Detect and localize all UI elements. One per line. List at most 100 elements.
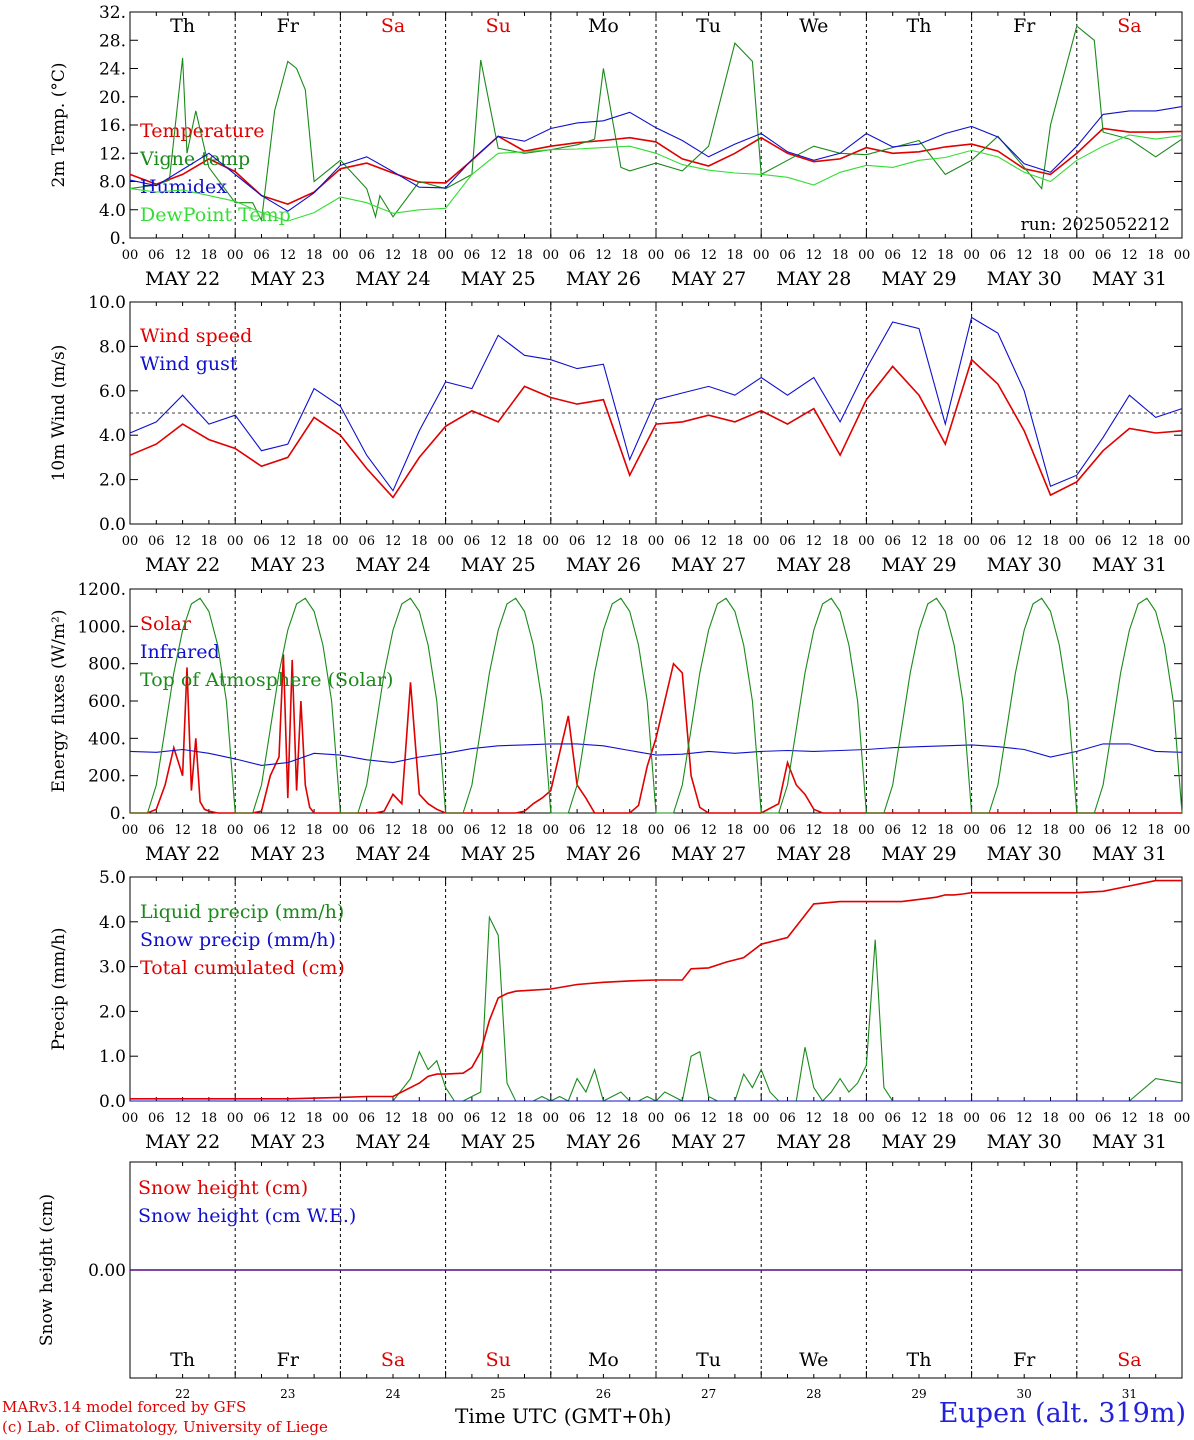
hour-label: 06 (148, 823, 165, 838)
short-date-label: 28 (806, 1387, 821, 1401)
hour-label: 18 (937, 248, 954, 263)
hour-label: 18 (411, 823, 428, 838)
y-tick-label: 1.0 (99, 1047, 126, 1067)
hour-label: 00 (858, 534, 875, 549)
weekday-label: Th (170, 1349, 195, 1371)
date-label: MAY 26 (566, 843, 641, 865)
legend-entry: Infrared (140, 641, 220, 663)
hour-label: 18 (306, 534, 323, 549)
short-date-label: 25 (491, 1387, 506, 1401)
run-annotation: run: 2025052212 (1021, 215, 1170, 235)
hour-label: 06 (358, 534, 375, 549)
hour-label: 00 (437, 823, 454, 838)
hour-label: 18 (832, 823, 849, 838)
date-label: MAY 22 (145, 1131, 220, 1153)
hour-label: 12 (1016, 1111, 1033, 1126)
hour-label: 12 (911, 1111, 928, 1126)
date-label: MAY 24 (355, 268, 430, 290)
hour-label: 06 (674, 248, 691, 263)
legend-entry: Top of Atmosphere (Solar) (140, 669, 393, 691)
hour-label: 06 (569, 823, 586, 838)
hour-label: 12 (174, 534, 191, 549)
panel-2: 0.0 2.0 4.0 6.0 8.0 10.0 10m Wind (m/s) Wind sp… (49, 293, 1190, 576)
date-label: MAY 27 (671, 554, 746, 576)
y-tick-label: 12. (99, 144, 126, 164)
hour-label: 18 (411, 1111, 428, 1126)
weekday-label: Fr (277, 15, 300, 37)
hour-label: 00 (963, 823, 980, 838)
hour-label: 06 (990, 823, 1007, 838)
hour-label: 06 (358, 823, 375, 838)
series-line-3 (130, 597, 1183, 814)
hour-label: 00 (227, 1111, 244, 1126)
y-tick-label: 4.0 (99, 201, 126, 221)
hour-label: 18 (201, 248, 218, 263)
date-label: MAY 28 (776, 843, 851, 865)
hour-label: 12 (280, 534, 297, 549)
hour-label: 12 (1121, 534, 1138, 549)
hour-label: 12 (1121, 823, 1138, 838)
legend-entry: Solar (140, 613, 192, 635)
hour-label: 18 (1042, 1111, 1059, 1126)
hour-label: 06 (990, 248, 1007, 263)
legend-entry: Wind gust (140, 353, 238, 375)
hour-label: 00 (1174, 534, 1191, 549)
y-tick-label: 16. (99, 116, 126, 136)
weekday-label: Mo (588, 1349, 619, 1371)
panel-1: 0. 4.0 8.0 12. 16. 20. 24. 28. 32. 2m Temp. (°C) T… (49, 3, 1190, 290)
y-tick-label: 28. (99, 31, 126, 51)
hour-label: 18 (621, 248, 638, 263)
series-line-3 (130, 879, 1182, 1100)
weekday-label: Mo (588, 15, 619, 37)
y-tick-label: 0. (110, 804, 126, 824)
weekday-label: Fr (1013, 15, 1036, 37)
hour-label: 00 (1174, 823, 1191, 838)
hour-label: 12 (700, 823, 717, 838)
hour-label: 12 (595, 534, 612, 549)
hour-label: 12 (280, 1111, 297, 1126)
y-tick-label: 8.0 (99, 337, 126, 357)
hour-label: 12 (911, 534, 928, 549)
legend-entry: Wind speed (140, 325, 252, 347)
short-date-label: 24 (385, 1387, 401, 1401)
date-label: MAY 27 (671, 843, 746, 865)
hour-label: 06 (779, 1111, 796, 1126)
date-label: MAY 30 (987, 554, 1062, 576)
hour-label: 00 (437, 248, 454, 263)
hour-label: 18 (306, 823, 323, 838)
hour-label: 00 (227, 823, 244, 838)
y-tick-label: 0. (110, 229, 126, 249)
date-label: MAY 25 (461, 268, 536, 290)
date-label: MAY 22 (145, 268, 220, 290)
date-label: MAY 27 (671, 1131, 746, 1153)
hour-label: 00 (648, 248, 665, 263)
hour-label: 00 (332, 823, 349, 838)
hour-label: 12 (700, 1111, 717, 1126)
hour-label: 12 (280, 248, 297, 263)
weekday-label: Th (907, 15, 932, 37)
hour-label: 06 (569, 534, 586, 549)
y-tick-label: 800. (88, 655, 126, 675)
weekday-label: Th (170, 15, 195, 37)
date-label: MAY 31 (1092, 554, 1167, 576)
legend-entry: Snow height (cm) (138, 1177, 308, 1199)
weekday-label: Th (907, 1349, 932, 1371)
date-label: MAY 28 (776, 554, 851, 576)
hour-label: 00 (753, 823, 770, 838)
hour-label: 06 (674, 1111, 691, 1126)
hour-label: 00 (1069, 248, 1086, 263)
hour-label: 06 (253, 248, 270, 263)
hour-label: 12 (490, 248, 507, 263)
hour-label: 00 (1174, 1111, 1191, 1126)
hour-label: 00 (1069, 534, 1086, 549)
hour-label: 06 (464, 248, 481, 263)
hour-label: 18 (516, 1111, 533, 1126)
series-line-1 (129, 127, 1183, 205)
hour-label: 12 (385, 534, 402, 549)
legend-entry: Snow height (cm W.E.) (138, 1205, 356, 1227)
hour-label: 00 (122, 248, 139, 263)
y-tick-label: 1200. (77, 580, 126, 600)
hour-label: 12 (174, 823, 191, 838)
series-line-4 (129, 134, 1183, 222)
